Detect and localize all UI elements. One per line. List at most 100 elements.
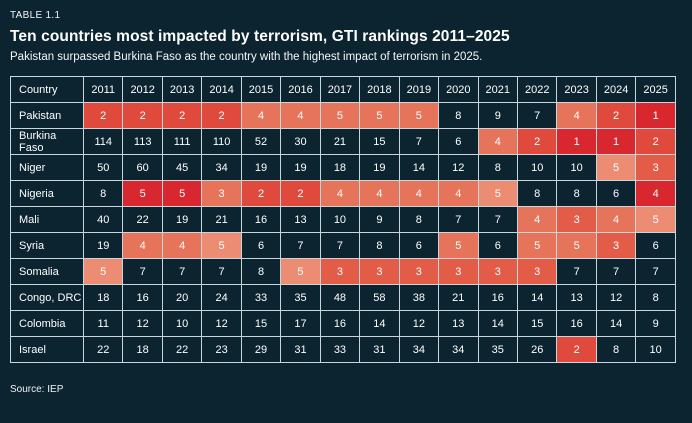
country-label: Syria [10,232,84,259]
rank-cell: 2 [556,336,597,363]
column-header-year-2022: 2022 [516,76,558,103]
table-row-nigeria: Nigeria 8 5 5 3 2 2 4 4 4 4 5 8 8 6 4 [10,180,676,207]
rank-cell: 113 [122,128,163,155]
rank-cell: 7 [556,258,597,285]
rank-cell: 4 [280,102,321,129]
rank-cell: 4 [161,232,203,259]
country-label: Pakistan [10,102,84,129]
column-header-year-2016: 2016 [280,76,321,103]
rank-cell: 58 [359,284,400,311]
rank-cell: 8 [477,154,518,181]
rank-cell: 9 [359,206,400,233]
rank-cell: 29 [240,336,282,363]
rank-cell: 9 [635,310,676,337]
rank-cell: 7 [595,258,637,285]
rank-cell: 2 [516,128,558,155]
rank-cell: 21 [438,284,479,311]
rank-cell: 8 [359,232,400,259]
table-row-pakistan: Pakistan 2 2 2 2 4 4 5 5 5 8 9 7 4 2 1 [10,102,676,129]
rank-cell: 11 [82,310,124,337]
rank-cell: 22 [82,336,124,363]
country-label: Burkina Faso [10,128,84,155]
rank-cell: 3 [635,154,676,181]
column-header-year-2025: 2025 [635,76,676,103]
table-row-somalia: Somalia 5 7 7 7 8 5 3 3 3 3 3 3 7 7 7 [10,258,676,285]
rank-cell: 1 [556,128,597,155]
rank-cell: 21 [201,206,242,233]
column-header-country: Country [10,76,84,103]
rank-cell: 2 [635,128,676,155]
rank-cell: 15 [516,310,558,337]
rank-cell: 30 [280,128,321,155]
rank-cell: 13 [280,206,321,233]
rank-cell: 6 [477,232,518,259]
rank-cell: 22 [161,336,203,363]
rank-cell: 3 [595,232,637,259]
table-row-colombia: Colombia 11 12 10 12 15 17 16 14 12 13 14 15 16 14 9 [10,310,676,337]
rank-cell: 19 [82,232,124,259]
rank-cell: 24 [201,284,242,311]
rank-cell: 5 [82,258,124,285]
column-header-year-2020: 2020 [438,76,479,103]
rank-cell: 7 [398,128,440,155]
rank-cell: 60 [122,154,163,181]
rank-cell: 15 [359,128,400,155]
rank-cell: 19 [240,154,282,181]
rank-cell: 7 [635,258,676,285]
rank-cell: 34 [201,154,242,181]
rank-cell: 5 [280,258,321,285]
rank-cell: 18 [319,154,361,181]
column-header-year-2013: 2013 [161,76,203,103]
rank-cell: 5 [161,180,203,207]
table-body: Pakistan 2 2 2 2 4 4 5 5 5 8 9 7 4 2 1 Burkina Faso 114 11… [10,102,676,363]
rank-cell: 2 [201,102,242,129]
rank-cell: 4 [556,102,597,129]
rank-cell: 5 [595,154,637,181]
rank-cell: 34 [398,336,440,363]
rank-cell: 16 [240,206,282,233]
rank-cell: 5 [635,206,676,233]
table-row-mali: Mali 40 22 19 21 16 13 10 9 8 7 7 4 3 4 5 [10,206,676,233]
column-header-year-2011: 2011 [82,76,124,103]
rank-cell: 4 [359,180,400,207]
gti-rankings-table: Country 2011 2012 2013 2014 2015 2016 2017 2018 2… [10,76,676,363]
rank-cell: 4 [635,180,676,207]
rank-cell: 35 [477,336,518,363]
rank-cell: 31 [280,336,321,363]
rank-cell: 12 [398,310,440,337]
rank-cell: 7 [438,206,479,233]
rank-cell: 3 [201,180,242,207]
rank-cell: 23 [201,336,242,363]
table-row-congo-drc: Congo, DRC 18 16 20 24 33 35 48 58 38 21 16 14 13 12 8 [10,284,676,311]
rank-cell: 13 [556,284,597,311]
rank-cell: 5 [398,102,440,129]
rank-cell: 4 [477,128,518,155]
rank-cell: 3 [398,258,440,285]
rank-cell: 5 [319,102,361,129]
rank-cell: 16 [319,310,361,337]
country-label: Niger [10,154,84,181]
rank-cell: 110 [201,128,242,155]
rank-cell: 9 [477,102,518,129]
rank-cell: 4 [122,232,163,259]
rank-cell: 8 [595,336,637,363]
country-label: Colombia [10,310,84,337]
rank-cell: 4 [240,102,282,129]
rank-cell: 5 [359,102,400,129]
rank-cell: 26 [516,336,558,363]
column-header-year-2019: 2019 [398,76,440,103]
rank-cell: 52 [240,128,282,155]
rank-cell: 12 [438,154,479,181]
rank-cell: 19 [280,154,321,181]
rank-cell: 33 [240,284,282,311]
rank-cell: 8 [635,284,676,311]
figure-container: TABLE 1.1 Ten countries most impacted by… [10,10,676,395]
rank-cell: 4 [516,206,558,233]
rank-cell: 34 [438,336,479,363]
source-note: Source: IEP [10,384,64,395]
column-header-year-2012: 2012 [122,76,163,103]
rank-cell: 14 [398,154,440,181]
rank-cell: 4 [595,206,637,233]
rank-cell: 7 [516,102,558,129]
rank-cell: 14 [477,310,518,337]
